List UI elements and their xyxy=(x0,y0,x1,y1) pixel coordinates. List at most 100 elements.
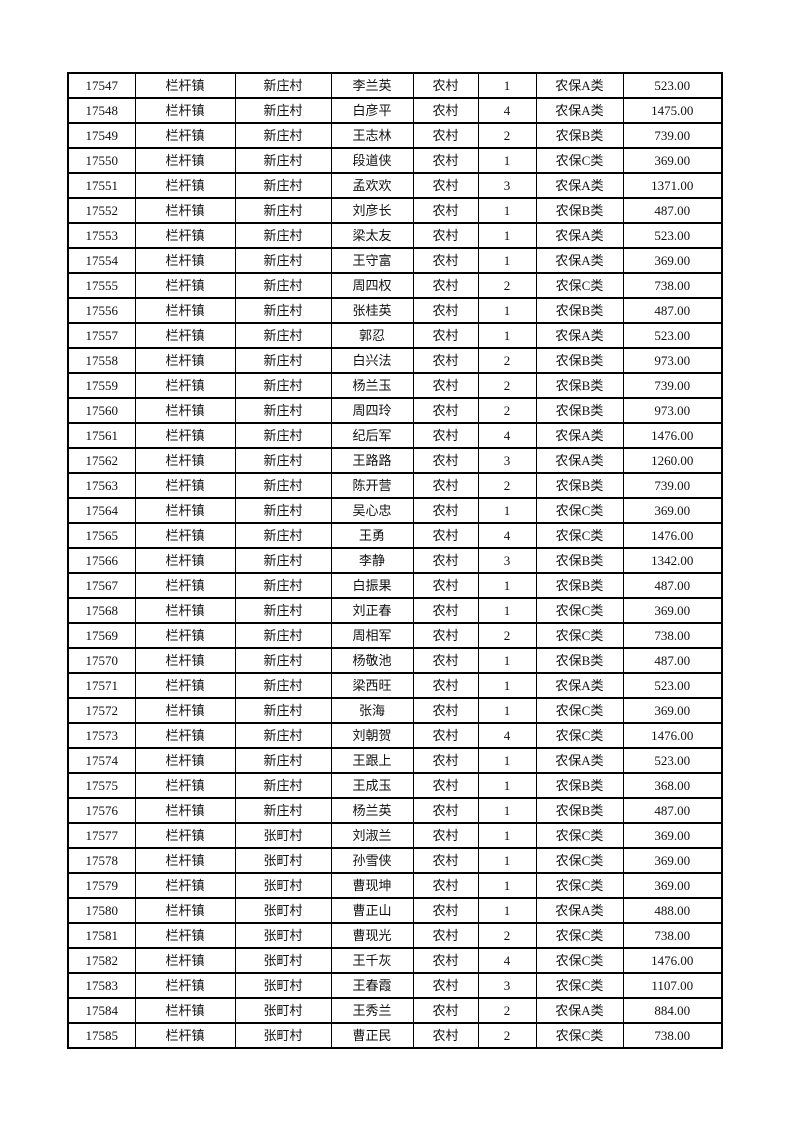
cell-id: 17582 xyxy=(67,947,136,974)
cell-category: 农保A类 xyxy=(535,222,624,249)
cell-village: 新庄村 xyxy=(234,272,332,299)
cell-count: 1 xyxy=(477,822,537,849)
cell-category: 农保B类 xyxy=(535,772,624,799)
table-row: 17560 栏杆镇 新庄村 周四玲 农村 2 农保B类 973.00 xyxy=(67,397,723,424)
cell-residence-type: 农村 xyxy=(412,972,479,999)
table-row: 17566 栏杆镇 新庄村 李静 农村 3 农保B类 1342.00 xyxy=(67,547,723,574)
cell-name: 张海 xyxy=(330,697,414,724)
cell-name: 段道侠 xyxy=(330,147,414,174)
cell-town: 栏杆镇 xyxy=(134,247,236,274)
cell-residence-type: 农村 xyxy=(412,697,479,724)
cell-town: 栏杆镇 xyxy=(134,997,236,1024)
cell-town: 栏杆镇 xyxy=(134,422,236,449)
cell-town: 栏杆镇 xyxy=(134,847,236,874)
cell-village: 新庄村 xyxy=(234,372,332,399)
table-row: 17575 栏杆镇 新庄村 王成玉 农村 1 农保B类 368.00 xyxy=(67,772,723,799)
cell-town: 栏杆镇 xyxy=(134,572,236,599)
cell-town: 栏杆镇 xyxy=(134,472,236,499)
cell-category: 农保C类 xyxy=(535,1022,624,1049)
cell-id: 17578 xyxy=(67,847,136,874)
table-row: 17569 栏杆镇 新庄村 周相军 农村 2 农保C类 738.00 xyxy=(67,622,723,649)
table-row: 17547 栏杆镇 新庄村 李兰英 农村 1 农保A类 523.00 xyxy=(67,72,723,99)
table-row: 17580 栏杆镇 张町村 曹正山 农村 1 农保A类 488.00 xyxy=(67,897,723,924)
cell-residence-type: 农村 xyxy=(412,772,479,799)
cell-amount: 738.00 xyxy=(622,922,723,949)
cell-name: 刘彦长 xyxy=(330,197,414,224)
cell-residence-type: 农村 xyxy=(412,922,479,949)
cell-amount: 487.00 xyxy=(622,572,723,599)
table-row: 17585 栏杆镇 张町村 曹正民 农村 2 农保C类 738.00 xyxy=(67,1022,723,1049)
table-row: 17554 栏杆镇 新庄村 王守富 农村 1 农保A类 369.00 xyxy=(67,247,723,274)
cell-id: 17569 xyxy=(67,622,136,649)
cell-village: 张町村 xyxy=(234,1022,332,1049)
table-row: 17578 栏杆镇 张町村 孙雪侠 农村 1 农保C类 369.00 xyxy=(67,847,723,874)
cell-village: 新庄村 xyxy=(234,322,332,349)
table-row: 17549 栏杆镇 新庄村 王志林 农村 2 农保B类 739.00 xyxy=(67,122,723,149)
cell-count: 1 xyxy=(477,697,537,724)
table-row: 17558 栏杆镇 新庄村 白兴法 农村 2 农保B类 973.00 xyxy=(67,347,723,374)
cell-amount: 1260.00 xyxy=(622,447,723,474)
cell-village: 张町村 xyxy=(234,822,332,849)
cell-count: 1 xyxy=(477,647,537,674)
cell-name: 曹正民 xyxy=(330,1022,414,1049)
cell-town: 栏杆镇 xyxy=(134,922,236,949)
table-row: 17577 栏杆镇 张町村 刘淑兰 农村 1 农保C类 369.00 xyxy=(67,822,723,849)
cell-village: 张町村 xyxy=(234,997,332,1024)
cell-town: 栏杆镇 xyxy=(134,597,236,624)
cell-town: 栏杆镇 xyxy=(134,197,236,224)
cell-id: 17554 xyxy=(67,247,136,274)
cell-village: 新庄村 xyxy=(234,97,332,124)
table-row: 17584 栏杆镇 张町村 王秀兰 农村 2 农保A类 884.00 xyxy=(67,997,723,1024)
cell-village: 新庄村 xyxy=(234,297,332,324)
cell-id: 17563 xyxy=(67,472,136,499)
cell-residence-type: 农村 xyxy=(412,147,479,174)
table-row: 17550 栏杆镇 新庄村 段道侠 农村 1 农保C类 369.00 xyxy=(67,147,723,174)
cell-amount: 369.00 xyxy=(622,847,723,874)
cell-village: 新庄村 xyxy=(234,172,332,199)
cell-name: 陈开营 xyxy=(330,472,414,499)
cell-count: 2 xyxy=(477,622,537,649)
cell-name: 王千灰 xyxy=(330,947,414,974)
cell-residence-type: 农村 xyxy=(412,97,479,124)
cell-id: 17566 xyxy=(67,547,136,574)
cell-id: 17568 xyxy=(67,597,136,624)
cell-amount: 1475.00 xyxy=(622,97,723,124)
table-row: 17548 栏杆镇 新庄村 白彦平 农村 4 农保A类 1475.00 xyxy=(67,97,723,124)
cell-amount: 738.00 xyxy=(622,272,723,299)
cell-id: 17576 xyxy=(67,797,136,824)
cell-town: 栏杆镇 xyxy=(134,447,236,474)
cell-amount: 1342.00 xyxy=(622,547,723,574)
cell-count: 4 xyxy=(477,722,537,749)
cell-count: 2 xyxy=(477,272,537,299)
cell-category: 农保C类 xyxy=(535,272,624,299)
cell-residence-type: 农村 xyxy=(412,522,479,549)
table-row: 17581 栏杆镇 张町村 曹现光 农村 2 农保C类 738.00 xyxy=(67,922,723,949)
cell-residence-type: 农村 xyxy=(412,597,479,624)
cell-name: 刘正春 xyxy=(330,597,414,624)
cell-id: 17567 xyxy=(67,572,136,599)
cell-category: 农保A类 xyxy=(535,447,624,474)
cell-residence-type: 农村 xyxy=(412,397,479,424)
cell-residence-type: 农村 xyxy=(412,422,479,449)
table-row: 17551 栏杆镇 新庄村 孟欢欢 农村 3 农保A类 1371.00 xyxy=(67,172,723,199)
cell-name: 周四玲 xyxy=(330,397,414,424)
cell-category: 农保A类 xyxy=(535,672,624,699)
cell-amount: 1476.00 xyxy=(622,522,723,549)
cell-category: 农保A类 xyxy=(535,422,624,449)
cell-name: 刘朝贺 xyxy=(330,722,414,749)
cell-village: 新庄村 xyxy=(234,122,332,149)
cell-amount: 523.00 xyxy=(622,222,723,249)
cell-amount: 523.00 xyxy=(622,72,723,99)
cell-category: 农保A类 xyxy=(535,747,624,774)
cell-count: 4 xyxy=(477,422,537,449)
cell-village: 新庄村 xyxy=(234,622,332,649)
cell-id: 17555 xyxy=(67,272,136,299)
cell-name: 周相军 xyxy=(330,622,414,649)
cell-town: 栏杆镇 xyxy=(134,147,236,174)
cell-amount: 369.00 xyxy=(622,247,723,274)
cell-amount: 369.00 xyxy=(622,597,723,624)
cell-count: 2 xyxy=(477,997,537,1024)
cell-residence-type: 农村 xyxy=(412,847,479,874)
cell-count: 4 xyxy=(477,522,537,549)
cell-residence-type: 农村 xyxy=(412,472,479,499)
